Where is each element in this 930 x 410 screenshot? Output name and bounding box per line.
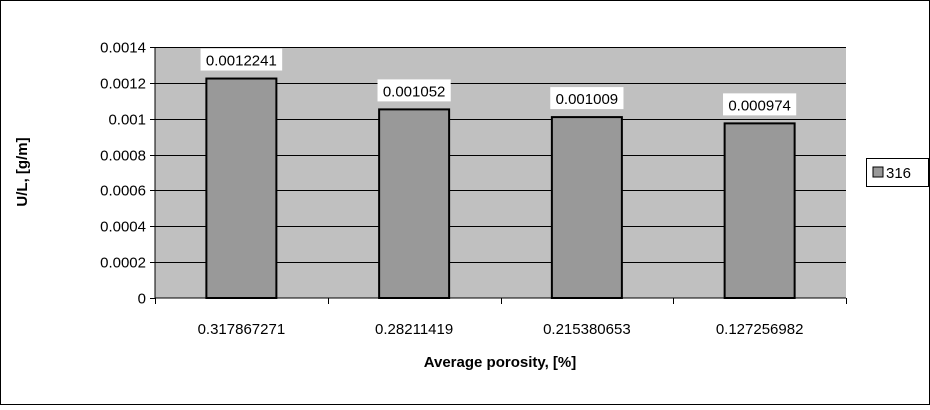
y-tick-label: 0.0002: [100, 255, 146, 272]
legend: 316: [866, 158, 929, 187]
x-tick-label: 0.127256982: [716, 321, 804, 338]
data-labels: 0.0012241 0.001052 0.001009 0.000974: [200, 48, 797, 116]
bar: [378, 108, 451, 299]
legend-swatch: [872, 166, 884, 178]
data-label: 0.000974: [728, 97, 791, 114]
y-axis-title: U/L, [g/m]: [14, 137, 31, 206]
data-label-background: [723, 93, 797, 116]
y-tick-label: 0.001: [108, 112, 146, 129]
data-label-background: [200, 48, 283, 71]
y-axis-ticks: 0 0.0002 0.0004 0.0006 0.0008 0.001 0.0012 0.00…: [100, 40, 155, 308]
x-axis-title: Average porosity, [%]: [424, 354, 577, 371]
y-tick-label: 0.0012: [100, 76, 146, 93]
bar: [550, 116, 623, 300]
data-label: 0.001052: [383, 83, 446, 100]
x-tick-label: 0.317867271: [198, 321, 286, 338]
bar: [205, 77, 278, 299]
data-label-background: [377, 79, 451, 102]
data-label: 0.0012241: [206, 53, 277, 70]
bar: [723, 122, 796, 299]
data-label: 0.001009: [556, 91, 619, 108]
y-tick-label: 0.0006: [100, 183, 146, 200]
data-label-background: [550, 87, 624, 110]
axes: [154, 47, 846, 299]
y-tick-label: 0.0004: [100, 219, 146, 236]
y-tick-label: 0.0008: [100, 148, 146, 165]
x-axis-ticks: 0.317867271 0.28211419 0.215380653 0.127256…: [155, 298, 847, 338]
x-tick-label: 0.215380653: [543, 321, 631, 338]
y-tick-label: 0: [138, 291, 146, 308]
x-tick-label: 0.28211419: [375, 321, 453, 338]
y-tick-label: 0.0014: [100, 40, 146, 57]
legend-label: 316: [886, 165, 911, 182]
